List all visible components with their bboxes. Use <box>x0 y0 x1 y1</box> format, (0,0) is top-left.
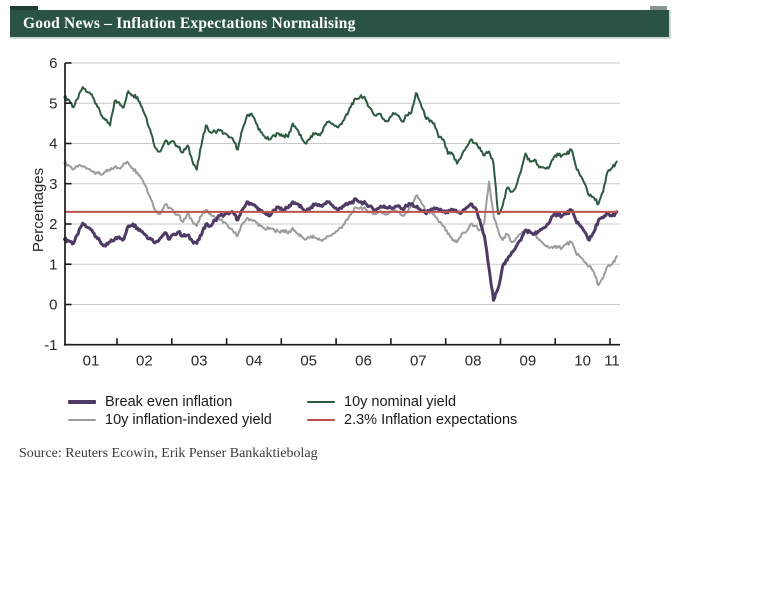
chart-plot: 6 5 4 3 2 1 0 -1 01 02 03 04 05 06 07 08 09 10 11 <box>0 50 700 385</box>
svg-text:11: 11 <box>604 353 620 370</box>
inflation-expectations-line-swatch <box>307 418 335 422</box>
svg-text:0: 0 <box>49 297 57 314</box>
legend-label: 10y nominal yield <box>344 394 457 410</box>
legend-item-inflation-expectations: 2.3% Inflation expectations <box>307 412 517 428</box>
nominal-yield-line-swatch <box>307 400 335 404</box>
title-bar-left-notch <box>10 6 38 10</box>
svg-text:4: 4 <box>49 136 57 153</box>
svg-text:04: 04 <box>246 353 263 370</box>
svg-text:08: 08 <box>465 353 482 370</box>
svg-text:2: 2 <box>49 216 57 233</box>
svg-text:10: 10 <box>574 353 591 370</box>
title-bar-right-notch <box>650 6 667 10</box>
svg-text:05: 05 <box>300 353 317 370</box>
page-title: Good News – Inflation Expectations Norma… <box>23 14 356 32</box>
legend-label: 10y inflation-indexed yield <box>105 412 272 428</box>
legend-label: 2.3% Inflation expectations <box>344 412 518 428</box>
source-note: Source: Reuters Ecowin, Erik Penser Bank… <box>19 446 318 461</box>
svg-text:-1: -1 <box>44 337 57 354</box>
svg-text:06: 06 <box>355 353 372 370</box>
svg-text:03: 03 <box>191 353 208 370</box>
inflation-indexed-line-swatch <box>68 418 96 422</box>
svg-text:07: 07 <box>410 353 427 370</box>
legend-item-inflation-indexed: 10y inflation-indexed yield <box>68 412 272 428</box>
legend-item-nominal-yield: 10y nominal yield <box>307 394 456 410</box>
svg-text:3: 3 <box>49 176 57 193</box>
svg-text:1: 1 <box>49 256 57 273</box>
svg-text:02: 02 <box>136 353 153 370</box>
svg-text:09: 09 <box>520 353 537 370</box>
svg-text:01: 01 <box>83 353 100 370</box>
title-bar: Good News – Inflation Expectations Norma… <box>10 10 671 39</box>
svg-text:6: 6 <box>49 55 57 72</box>
legend-item-break-even: Break even inflation <box>68 394 232 410</box>
legend-label: Break even inflation <box>105 394 233 410</box>
break-even-line-swatch <box>68 399 96 405</box>
svg-text:5: 5 <box>49 95 57 112</box>
